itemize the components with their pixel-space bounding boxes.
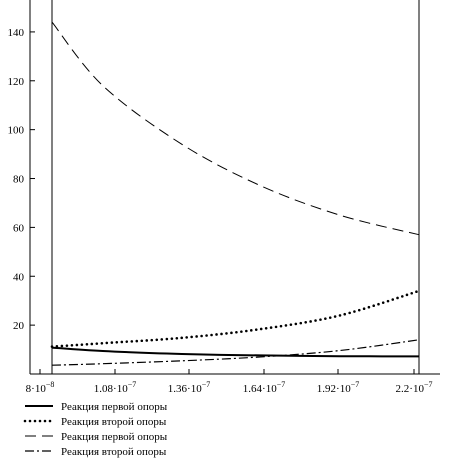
x-tick-exponent: −7: [351, 380, 360, 389]
x-tick-label: 1.64·10−7: [243, 380, 285, 395]
series-line-1: [51, 346, 420, 358]
legend-label-4: Реакция второй опоры: [61, 446, 167, 458]
plot-area: [51, 0, 420, 374]
legend-label-1: Реакция первой опоры: [61, 401, 168, 413]
x-tick-mantissa: 1.36: [168, 383, 188, 395]
x-tick-mantissa: 1.92: [317, 383, 336, 395]
x-tick-exponent: −7: [424, 380, 433, 389]
x-tick-label: 1.08·10−7: [94, 380, 136, 395]
series-line-4: [51, 339, 420, 366]
x-tick-label: 1.36·10−7: [168, 380, 210, 395]
x-tick-exponent: −7: [128, 380, 137, 389]
x-tick-separator: ·10: [336, 383, 351, 395]
x-tick-mantissa: 1.64: [243, 383, 263, 395]
x-tick-label: 1.92·10−7: [317, 380, 359, 395]
x-tick-mantissa: 2.2: [396, 383, 410, 395]
x-tick-separator: ·10: [262, 383, 277, 395]
legend-label-2: Реакция второй опоры: [61, 416, 167, 428]
legend-label-3: Реакция первой опоры: [61, 431, 168, 443]
x-tick-exponent: −7: [277, 380, 286, 389]
y-tick-label: 100: [8, 125, 25, 137]
x-tick-exponent: −8: [46, 380, 55, 389]
series-line-2: [50, 289, 421, 348]
x-tick-separator: ·10: [409, 383, 424, 395]
x-tick-mantissa: 8: [26, 383, 32, 395]
y-tick-label: 40: [13, 271, 25, 283]
y-tick-label: 80: [13, 174, 25, 186]
y-tick-label: 120: [8, 76, 25, 88]
x-tick-exponent: −7: [202, 380, 211, 389]
series-group: [50, 21, 421, 366]
y-tick-label: 60: [13, 222, 25, 234]
y-tick-label: 20: [13, 320, 25, 332]
x-tick-separator: ·10: [113, 383, 128, 395]
series-line-3: [51, 21, 420, 236]
x-tick-separator: ·10: [31, 383, 46, 395]
x-tick-separator: ·10: [187, 383, 202, 395]
x-tick-mantissa: 1.08: [94, 383, 114, 395]
x-tick-label: 8·10−8: [26, 380, 55, 395]
legend: Реакция первой опоры Реакция второй опоры…: [23, 401, 168, 458]
y-tick-label: 140: [8, 27, 25, 39]
x-tick-label: 2.2·10−7: [396, 380, 433, 395]
